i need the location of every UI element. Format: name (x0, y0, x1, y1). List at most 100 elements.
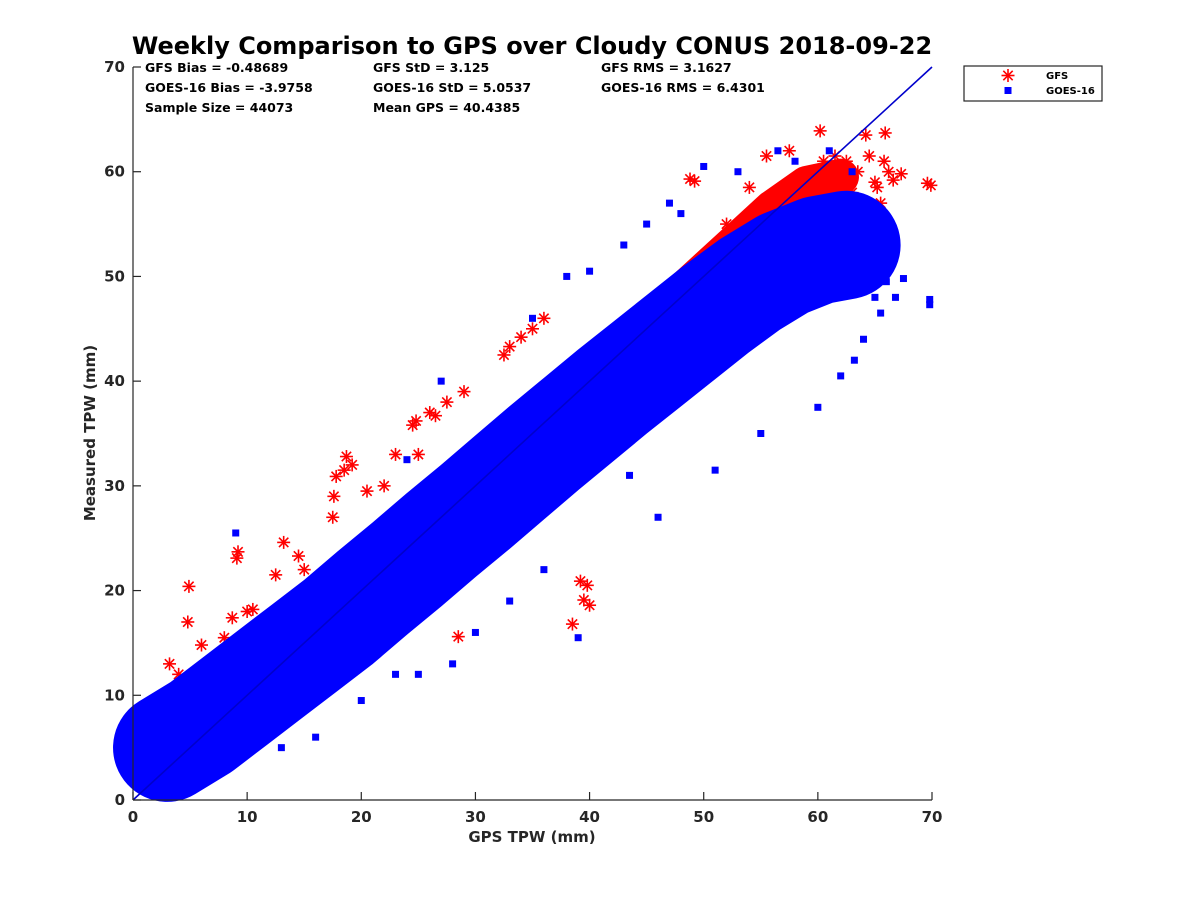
point-gfs (859, 128, 873, 142)
point-goes-16 (677, 210, 685, 218)
point-goes-16 (471, 628, 479, 636)
point-goes-16 (312, 733, 320, 741)
point-gfs (688, 174, 702, 188)
x-tick-label: 20 (351, 808, 372, 826)
point-goes-16 (871, 293, 879, 301)
point-gfs (759, 149, 773, 163)
y-tick-label: 10 (104, 686, 125, 704)
data-series-layer (113, 124, 938, 802)
point-gfs (428, 409, 442, 423)
point-gfs (497, 348, 511, 362)
point-gfs (292, 549, 306, 563)
point-gfs (377, 479, 391, 493)
stat-text: GFS StD = 3.125 (373, 60, 489, 75)
point-goes-16 (403, 456, 411, 464)
point-goes-16 (882, 278, 890, 286)
x-tick-label: 40 (579, 808, 600, 826)
legend-asterisk-icon (1001, 69, 1015, 82)
point-gfs (329, 469, 343, 483)
point-gfs (503, 340, 517, 354)
point-gfs (514, 330, 528, 344)
point-gfs (870, 180, 884, 194)
point-goes-16 (734, 168, 742, 176)
point-gfs (877, 154, 891, 168)
stat-text: Sample Size = 44073 (145, 100, 293, 115)
point-gfs (451, 630, 465, 644)
stat-text: GOES-16 RMS = 6.4301 (601, 80, 765, 95)
x-axis-label: GPS TPW (mm) (468, 828, 595, 846)
point-goes-16 (437, 377, 445, 385)
y-tick-label: 30 (104, 477, 125, 495)
point-goes-16 (791, 157, 799, 165)
point-goes-16 (926, 295, 934, 303)
point-goes-16 (392, 670, 400, 678)
point-gfs (924, 178, 938, 192)
point-gfs (862, 149, 876, 163)
point-gfs (565, 617, 579, 631)
point-gfs (269, 568, 283, 582)
legend-square-icon (1004, 87, 1012, 94)
point-gfs (782, 144, 796, 158)
legend-label-goes-16: GOES-16 (1046, 86, 1095, 97)
point-gfs (194, 638, 208, 652)
legend-marker-gfs (1001, 69, 1015, 82)
point-gfs (720, 217, 734, 231)
point-gfs (339, 450, 353, 464)
legend-marker-goes-16 (1004, 87, 1012, 94)
point-gfs (337, 463, 351, 477)
y-tick-label: 0 (115, 791, 125, 809)
x-tick-label: 30 (465, 808, 486, 826)
point-gfs (868, 175, 882, 189)
point-gfs (526, 322, 539, 336)
y-axis-label: Measured TPW (mm) (81, 345, 99, 521)
point-gfs (327, 489, 341, 503)
point-goes-16 (850, 356, 858, 364)
point-goes-16 (529, 314, 536, 322)
point-goes-16 (814, 403, 822, 411)
stat-text: GFS RMS = 3.1627 (601, 60, 732, 75)
point-gfs (182, 579, 196, 593)
point-goes-16 (825, 147, 833, 155)
y-tick-label: 60 (104, 163, 125, 181)
point-gfs (360, 484, 374, 498)
point-gfs (231, 545, 245, 559)
x-tick-label: 0 (128, 808, 138, 826)
point-goes-16 (232, 529, 240, 537)
x-tick-label: 10 (237, 808, 258, 826)
point-goes-16 (563, 272, 571, 280)
point-gfs (225, 611, 239, 625)
point-gfs (440, 395, 454, 409)
axis-ticks: 0 10 20 30 40 50 60 70 0 10 20 30 40 50 60 70 (104, 58, 942, 826)
point-gfs (163, 657, 177, 671)
point-cloud-goes-16 (113, 190, 901, 802)
x-tick-label: 50 (693, 808, 714, 826)
point-gfs (411, 447, 425, 461)
point-goes-16 (540, 566, 548, 574)
point-goes-16 (837, 372, 845, 380)
y-tick-label: 40 (104, 372, 125, 390)
point-goes-16 (277, 744, 285, 752)
point-gfs (583, 598, 597, 612)
point-gfs (537, 311, 551, 325)
one-to-one-line (132, 66, 933, 801)
point-goes-16 (626, 471, 634, 479)
point-gfs (886, 173, 900, 187)
legend-label-gfs: GFS (1046, 71, 1068, 82)
chart-title: Weekly Comparison to GPS over Cloudy CON… (132, 32, 932, 60)
point-goes-16 (180, 756, 188, 764)
point-goes-16 (620, 241, 628, 249)
point-goes-16 (654, 513, 662, 521)
stat-text: GOES-16 Bias = -3.9758 (145, 80, 313, 95)
point-goes-16 (877, 309, 885, 317)
point-goes-16 (506, 597, 514, 605)
y-tick-label: 20 (104, 582, 125, 600)
point-gfs (246, 602, 260, 616)
point-goes-16 (158, 744, 166, 752)
point-goes-16 (186, 751, 194, 759)
point-goes-16 (700, 162, 708, 170)
y-tick-label: 50 (104, 267, 125, 285)
y-tick-label: 70 (104, 58, 125, 76)
point-gfs (813, 124, 827, 138)
point-goes-16 (774, 147, 782, 155)
